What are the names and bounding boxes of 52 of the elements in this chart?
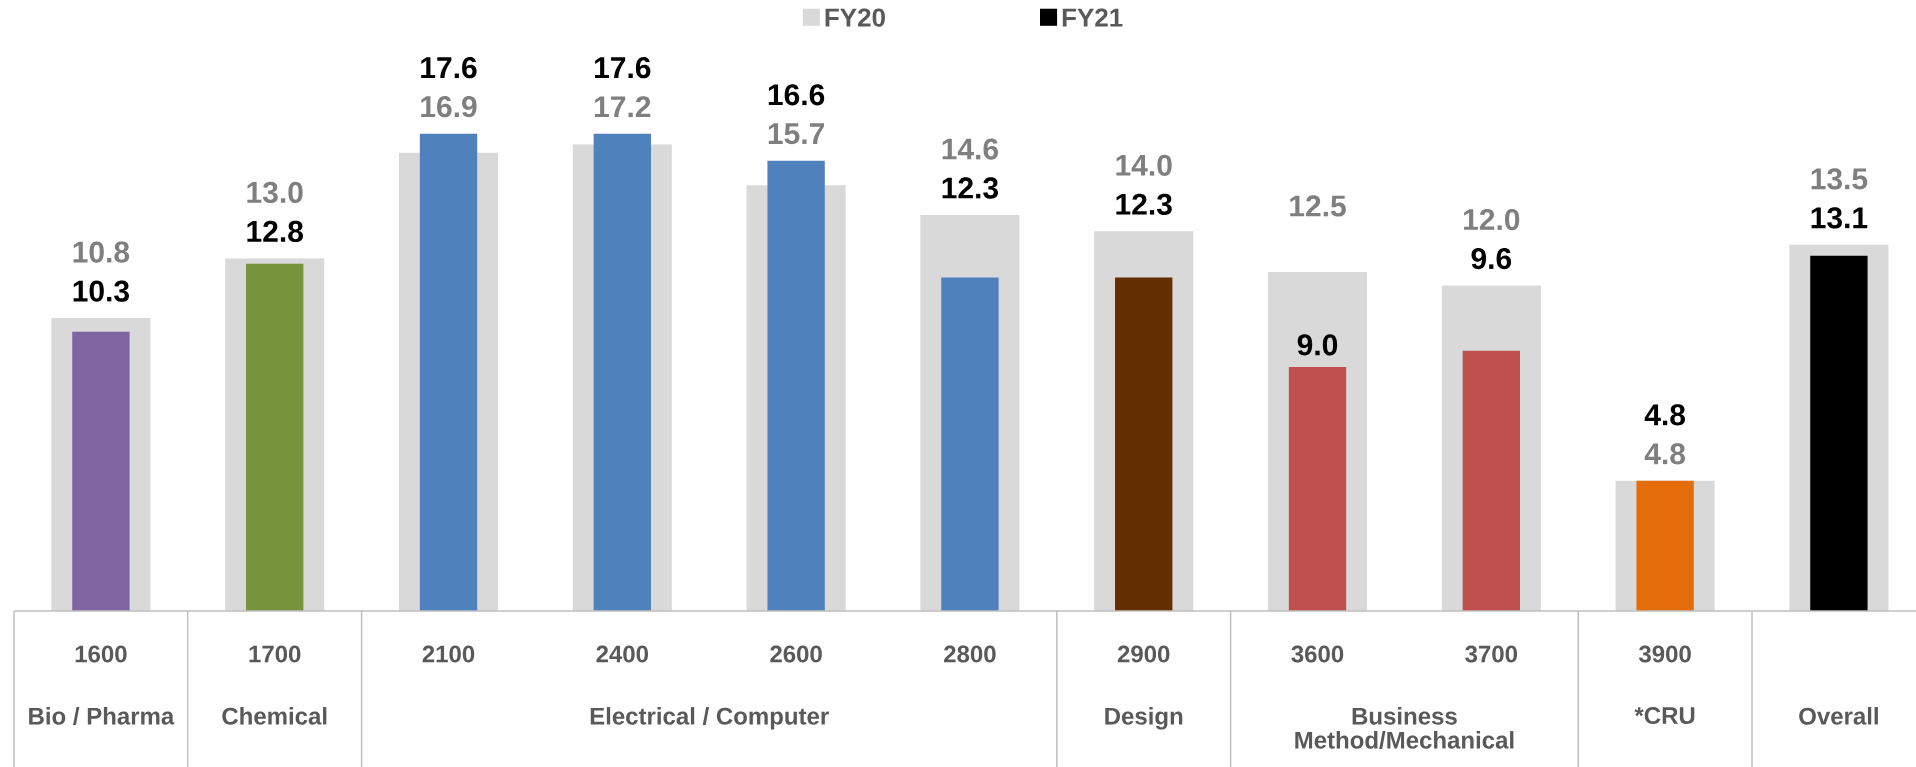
data-label: 13.1 (1811, 207, 1868, 229)
bar (1636, 480, 1694, 611)
bar (593, 133, 651, 611)
bar (72, 331, 130, 611)
data-label: 17.6 (421, 57, 477, 79)
bar (1115, 277, 1173, 611)
x-tick-label: 1600 (75, 645, 127, 663)
text: Electrical / Computer (590, 707, 829, 730)
data-label: 14.0 (1116, 154, 1172, 176)
x-tick-label: 3700 (1465, 645, 1518, 663)
data-label: 12.5 (1290, 195, 1346, 217)
data-label: 13.0 (247, 181, 303, 204)
data-label: 10.3 (73, 280, 129, 302)
x-tick-label: 2600 (770, 645, 822, 663)
x-tick-label: 2100 (422, 645, 475, 663)
x-tick-label: 2400 (596, 645, 649, 663)
text: *CRU (1634, 707, 1695, 725)
bar (941, 277, 999, 611)
data-label: 14.6 (942, 138, 999, 160)
data-label: 13.5 (1811, 168, 1868, 190)
data-label: 10.8 (73, 241, 130, 263)
bar (1462, 350, 1520, 611)
bar (419, 133, 478, 611)
legend-label: FY21 (1062, 8, 1123, 27)
data-label: 9.0 (1297, 334, 1338, 356)
text: Overall (1799, 707, 1878, 725)
x-tick-label: 2900 (1117, 645, 1170, 663)
data-label: 12.3 (942, 177, 999, 199)
x-tick-label: 3900 (1638, 645, 1691, 663)
x-tick-label: 1700 (249, 645, 301, 663)
text: Business Method/Mechanical (1295, 707, 1514, 749)
data-label: 12.3 (1116, 193, 1172, 215)
bar (767, 160, 825, 611)
bar (1288, 366, 1347, 611)
bar (1810, 255, 1868, 611)
text: Chemical (222, 707, 327, 725)
data-label: 4.8 (1644, 443, 1686, 465)
data-label: 12.0 (1464, 208, 1520, 231)
data-label: 9.6 (1471, 247, 1512, 270)
data-label: 12.8 (247, 220, 303, 243)
data-label: 16.9 (421, 96, 477, 118)
bar (246, 263, 304, 611)
legend-label: FY20 (825, 8, 885, 27)
text: Design (1105, 707, 1183, 730)
data-label: 4.8 (1644, 404, 1686, 426)
data-label: 15.7 (768, 123, 824, 145)
data-label: 16.6 (768, 84, 825, 106)
x-tick-label: 2800 (944, 645, 996, 663)
data-label: 17.6 (595, 57, 651, 79)
x-tick-label: 3600 (1291, 645, 1344, 663)
text: Bio / Pharma (29, 707, 175, 725)
data-label: 17.2 (595, 96, 651, 118)
